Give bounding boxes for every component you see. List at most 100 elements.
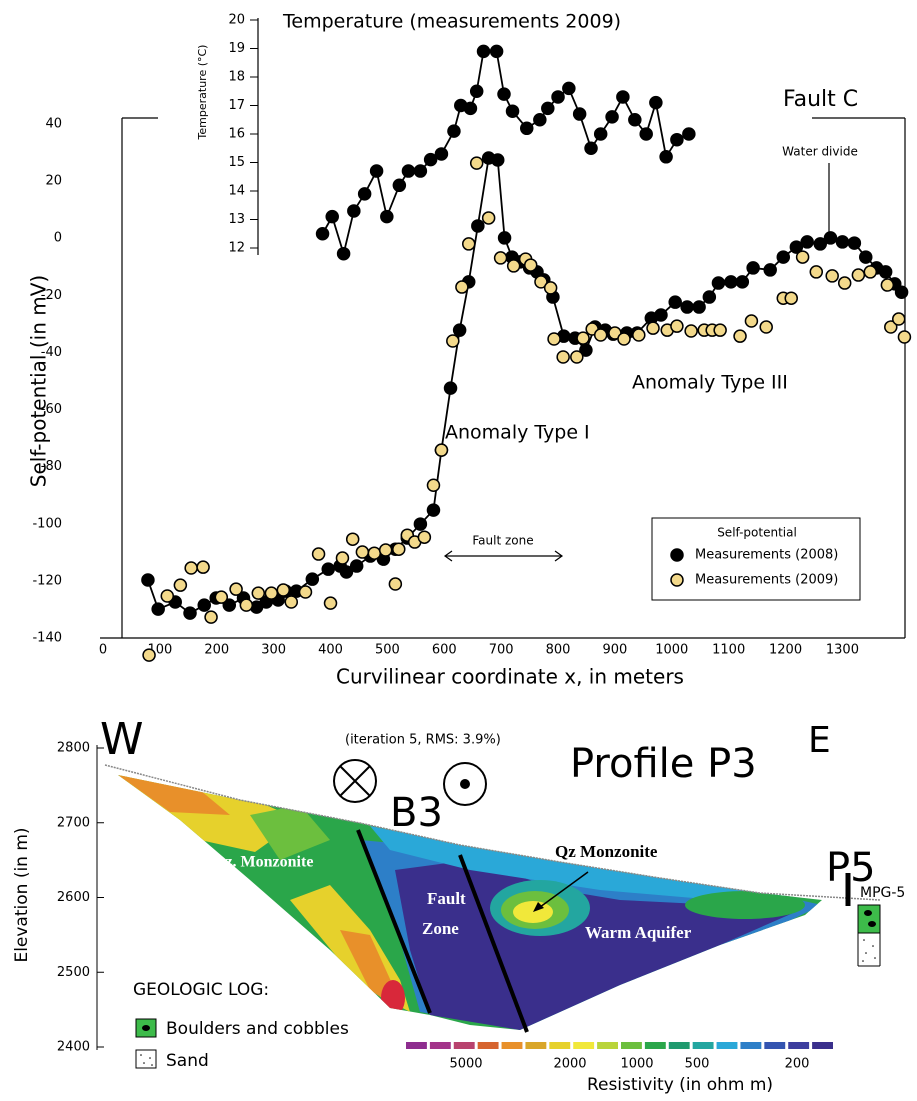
data-point <box>733 329 747 343</box>
colorbar-swatch <box>429 1042 451 1049</box>
data-point <box>835 235 850 249</box>
data-point <box>759 320 773 334</box>
data-point <box>617 332 631 346</box>
data-point <box>469 156 484 170</box>
y2-label: Temperature (°C) <box>196 45 209 141</box>
y-tick-label: 20 <box>45 174 62 189</box>
b3-label: B3 <box>390 790 443 836</box>
data-point <box>639 127 653 141</box>
data-point <box>446 334 460 348</box>
data-point <box>142 648 156 662</box>
legend-marker <box>670 573 684 587</box>
colorbar-swatch <box>525 1042 547 1049</box>
data-point <box>355 545 370 559</box>
x-tick-label: 1200 <box>769 643 802 658</box>
annotation: Water divide <box>782 145 858 159</box>
data-point <box>315 227 330 241</box>
data-point <box>784 291 798 305</box>
data-point <box>684 324 698 338</box>
contour <box>381 980 405 1016</box>
data-point <box>825 269 839 283</box>
data-point <box>345 532 360 546</box>
out-of-page-symbol <box>443 762 487 806</box>
log-item: Sand <box>166 1051 209 1071</box>
data-point <box>670 319 684 333</box>
sp-axis-frame <box>100 18 906 639</box>
log-item: Boulders and cobbles <box>166 1019 349 1039</box>
data-point <box>851 268 866 282</box>
data-point <box>506 259 521 273</box>
colorbar-swatch <box>644 1042 666 1049</box>
data-point <box>463 101 478 116</box>
data-point <box>605 110 619 124</box>
data-point <box>670 132 684 147</box>
data-point <box>543 281 558 295</box>
log-title: GEOLOGIC LOG: <box>133 980 269 1000</box>
annotation: Anomaly Type III <box>632 372 788 394</box>
data-point <box>795 250 810 264</box>
section-label: Debris flows <box>756 865 825 894</box>
data-point <box>702 290 717 304</box>
y2-tick-label: 13 <box>228 212 245 227</box>
elevation-tick-label: 2800 <box>57 741 90 756</box>
x-tick-label: 1100 <box>712 643 745 658</box>
colorbar-swatch <box>716 1042 738 1049</box>
y2-title: Temperature (measurements 2009) <box>282 11 621 33</box>
colorbar-label: 500 <box>685 1057 710 1072</box>
contour <box>685 891 805 919</box>
colorbar-swatch <box>549 1042 571 1049</box>
data-point <box>680 300 694 314</box>
data-point <box>593 127 608 141</box>
annotation: Fault C <box>783 87 858 112</box>
series-line <box>321 50 690 258</box>
data-point <box>380 209 394 224</box>
y-tick-label: 0 <box>54 231 62 246</box>
sand-dots <box>862 939 876 962</box>
colorbar-swatch <box>788 1042 810 1049</box>
data-point <box>649 95 663 110</box>
colorbar-swatch <box>573 1042 595 1049</box>
y-tick-label: -140 <box>32 631 62 646</box>
y2-tick-label: 16 <box>228 127 245 142</box>
data-point <box>789 240 804 254</box>
data-point <box>533 113 547 127</box>
data-point <box>339 565 354 579</box>
y-tick-label: 40 <box>45 117 62 132</box>
y-tick-label: -40 <box>41 345 62 360</box>
log-sand <box>857 932 881 967</box>
pointer-arrow <box>535 871 589 911</box>
data-point <box>724 275 738 289</box>
data-point <box>336 246 351 261</box>
data-point <box>551 90 565 104</box>
log-boulders <box>857 904 881 934</box>
data-point <box>659 150 673 164</box>
legend-title: Self-potential <box>717 526 797 540</box>
data-point <box>151 602 165 616</box>
data-point <box>823 231 838 245</box>
data-point <box>434 443 449 457</box>
data-point <box>884 320 898 334</box>
data-point <box>357 187 372 201</box>
direction-symbols <box>333 759 487 806</box>
colorbar-title: Resistivity (in ohm m) <box>587 1075 773 1095</box>
data-point <box>628 113 642 127</box>
legend-marker <box>670 548 684 562</box>
data-point <box>493 251 508 265</box>
data-point <box>413 517 428 531</box>
x-tick-label: 800 <box>546 643 571 658</box>
data-point <box>497 87 511 101</box>
y2-tick-label: 20 <box>228 13 245 28</box>
data-point <box>863 265 878 279</box>
data-point <box>388 577 403 591</box>
elevation-tick-label: 2600 <box>57 890 90 905</box>
data-point <box>214 590 229 604</box>
data-point <box>305 572 320 586</box>
elevation-tick-label: 2400 <box>57 1040 90 1055</box>
iteration-note: (iteration 5, RMS: 3.9%) <box>345 733 501 748</box>
y-tick-label: -100 <box>32 516 62 531</box>
data-point <box>196 560 210 574</box>
well-label: MPG-5 <box>860 885 905 901</box>
data-point <box>347 204 361 218</box>
